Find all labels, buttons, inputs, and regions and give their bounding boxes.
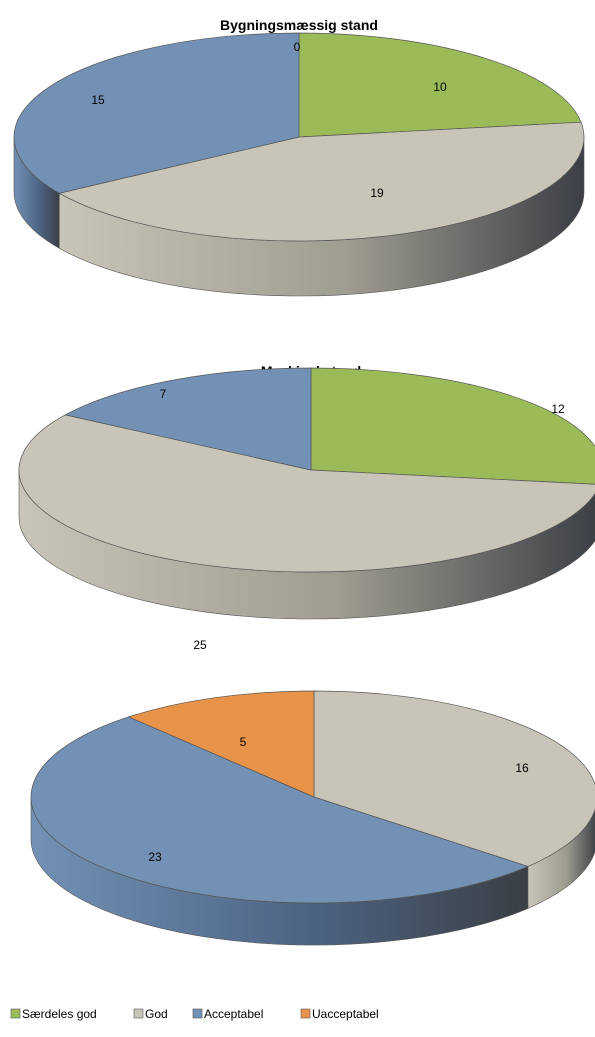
legend-label-uacceptabel: Uacceptabel (312, 1007, 379, 1021)
pie-chart-1: Bygningsmæssig stand 10 19 15 0 (13, 17, 585, 297)
pie-chart-3: Hygiejnisk stand16235 (30, 690, 595, 946)
legend-swatch-acceptabel (192, 1008, 203, 1019)
data-label-uacceptabel: 0 (294, 40, 301, 54)
legend-label-saerdeles-god: Særdeles god (22, 1007, 97, 1021)
data-label-uacceptabel: 5 (240, 735, 247, 749)
pie-slice-uacceptabel (127, 690, 315, 798)
legend-swatch-saerdeles-god (10, 1008, 21, 1019)
pie-slice-saerdeles-god (310, 367, 595, 485)
pie-slice-god (58, 121, 585, 242)
pie-chart-2: Maskinel stand12257 (18, 363, 595, 652)
pie-slice-acceptabel (13, 32, 300, 194)
legend-label-god: God (145, 1007, 168, 1021)
data-label-acceptabel: 7 (160, 387, 167, 401)
data-label-saerdeles-god: 10 (433, 80, 447, 94)
pie-slice-saerdeles-god (298, 32, 582, 138)
data-label-acceptabel: 23 (148, 850, 162, 864)
pie-slice-acceptabel (64, 367, 312, 471)
chart-title: Bygningsmæssig stand (220, 17, 378, 33)
legend-swatch-god (133, 1008, 144, 1019)
data-label-god: 25 (193, 638, 207, 652)
data-label-acceptabel: 15 (91, 93, 105, 107)
legend-swatch-uacceptabel (300, 1008, 311, 1019)
data-label-saerdeles-god: 12 (551, 402, 565, 416)
legend: Særdeles god God Acceptabel Uacceptabel (10, 1007, 379, 1021)
pie-slice-god (18, 414, 595, 573)
data-label-god: 16 (515, 761, 529, 775)
legend-label-acceptabel: Acceptabel (204, 1007, 263, 1021)
pie-slice-acceptabel (30, 716, 529, 904)
data-label-god: 19 (370, 186, 384, 200)
pie-slice-god (313, 690, 595, 867)
